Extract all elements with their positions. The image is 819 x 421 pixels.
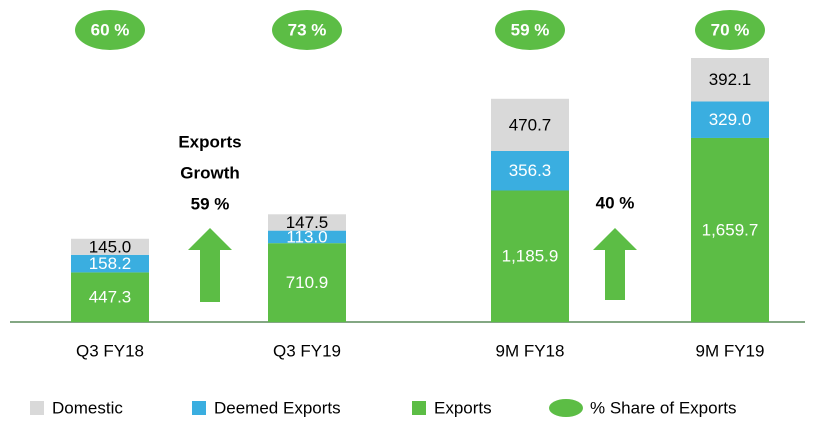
data-label: 329.0 (709, 110, 752, 129)
share-label: 60 % (91, 20, 130, 39)
data-label: 147.5 (286, 213, 329, 232)
legend-label: % Share of Exports (590, 398, 736, 417)
annotation: 40 % (596, 193, 635, 212)
legend-label: Exports (434, 398, 492, 417)
data-label: 710.9 (286, 273, 329, 292)
bar-segment (491, 190, 569, 322)
growth-arrow (593, 228, 637, 300)
share-bubble (75, 10, 145, 50)
annotation: Growth (180, 163, 240, 182)
growth-arrow (188, 228, 232, 302)
bar-segment (691, 101, 769, 138)
share-bubble (272, 10, 342, 50)
data-label: 113.0 (286, 227, 327, 246)
bar-segment (491, 150, 569, 191)
x-tick-label: Q3 FY18 (76, 341, 144, 360)
data-label: 470.7 (509, 115, 552, 134)
x-tick-label: 9M FY18 (496, 341, 565, 360)
legend-label: Deemed Exports (214, 398, 341, 417)
legend-swatch (30, 401, 44, 415)
legend-swatch (192, 401, 206, 415)
data-label: 356.3 (509, 161, 552, 180)
bar-segment (268, 214, 346, 231)
share-bubble (495, 10, 565, 50)
data-label: 158.2 (89, 254, 132, 273)
annotation: Exports (178, 132, 241, 151)
x-tick-label: 9M FY19 (696, 341, 765, 360)
data-label: 392.1 (709, 70, 752, 89)
data-label: 1,185.9 (502, 247, 559, 266)
legend-swatch (412, 401, 426, 415)
bar-segment (691, 58, 769, 102)
annotation: 59 % (191, 194, 230, 213)
data-label: 447.3 (89, 288, 132, 307)
bar-segment (71, 254, 149, 273)
legend-label: Domestic (52, 398, 123, 417)
bar-segment (71, 238, 149, 255)
data-label: 1,659.7 (702, 220, 759, 239)
share-bubble (695, 10, 765, 50)
share-label: 59 % (511, 20, 550, 39)
data-label: 145.0 (89, 237, 132, 256)
share-label: 73 % (288, 20, 327, 39)
legend-swatch (549, 399, 583, 417)
x-tick-label: Q3 FY19 (273, 341, 341, 360)
bar-segment (491, 98, 569, 151)
bar-segment (268, 243, 346, 322)
bar-segment (71, 272, 149, 322)
bar-segment (268, 230, 346, 244)
share-label: 70 % (711, 20, 750, 39)
bar-segment (691, 137, 769, 322)
